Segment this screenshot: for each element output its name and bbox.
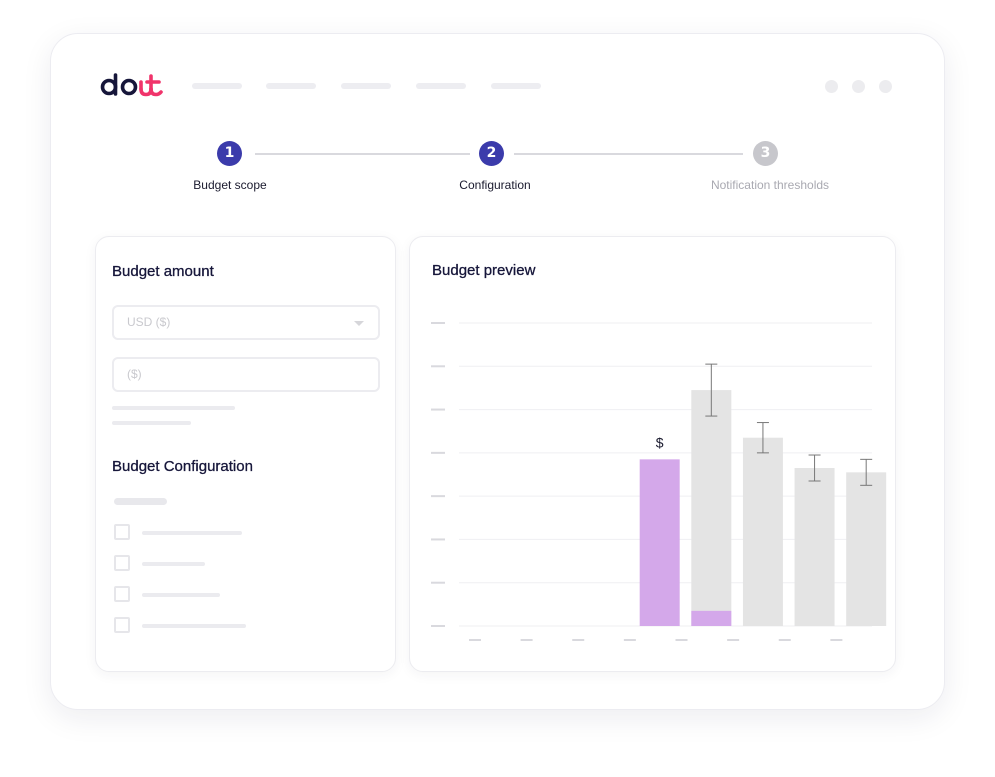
config-option-checkbox[interactable]: [114, 524, 130, 540]
chevron-down-icon: [354, 321, 364, 326]
window-control-dot[interactable]: [852, 80, 865, 93]
config-option-checkbox[interactable]: [114, 617, 130, 633]
budget-preview-title: Budget preview: [432, 262, 536, 279]
config-option-checkbox[interactable]: [114, 555, 130, 571]
actual-spend-bar: [639, 459, 680, 626]
window-control-dot[interactable]: [825, 80, 838, 93]
step-1-indicator[interactable]: 1: [217, 141, 242, 166]
forecast-bar: [691, 390, 732, 626]
section-label-placeholder: [114, 498, 167, 505]
step-2-indicator[interactable]: 2: [479, 141, 504, 166]
nav-item-1[interactable]: [192, 83, 242, 89]
helper-text-placeholder: [112, 406, 235, 410]
forecast-bar: [742, 437, 783, 626]
nav-item-2[interactable]: [266, 83, 316, 89]
budget-preview-chart: $: [431, 322, 887, 641]
budget-amount-placeholder: ($): [127, 367, 142, 381]
step-3-label: Notification thresholds: [710, 178, 830, 192]
window-control-dot[interactable]: [879, 80, 892, 93]
config-option-checkbox[interactable]: [114, 586, 130, 602]
step-2-label: Configuration: [459, 178, 531, 192]
stepper-connector: [255, 153, 470, 155]
nav-item-3[interactable]: [341, 83, 391, 89]
bar-annotation-label: $: [656, 434, 664, 450]
budget-amount-title: Budget amount: [112, 263, 214, 280]
doit-logo[interactable]: [100, 70, 166, 104]
nav-item-5[interactable]: [491, 83, 541, 89]
config-option-label-placeholder: [142, 562, 205, 566]
actual-spend-bar: [691, 610, 732, 626]
helper-text-placeholder: [112, 421, 191, 425]
forecast-bar: [794, 468, 835, 626]
budget-configuration-title: Budget Configuration: [112, 458, 253, 475]
forecast-bar: [846, 472, 887, 626]
budget-settings-card: [95, 236, 396, 672]
currency-select-placeholder: USD ($): [127, 315, 171, 329]
step-1-label: Budget scope: [193, 178, 267, 192]
nav-item-4[interactable]: [416, 83, 466, 89]
budget-amount-input[interactable]: ($): [112, 357, 380, 392]
step-3-indicator[interactable]: 3: [753, 141, 778, 166]
config-option-label-placeholder: [142, 531, 242, 535]
stepper-connector: [514, 153, 743, 155]
currency-select[interactable]: USD ($): [112, 305, 380, 340]
config-option-label-placeholder: [142, 624, 246, 628]
config-option-label-placeholder: [142, 593, 220, 597]
